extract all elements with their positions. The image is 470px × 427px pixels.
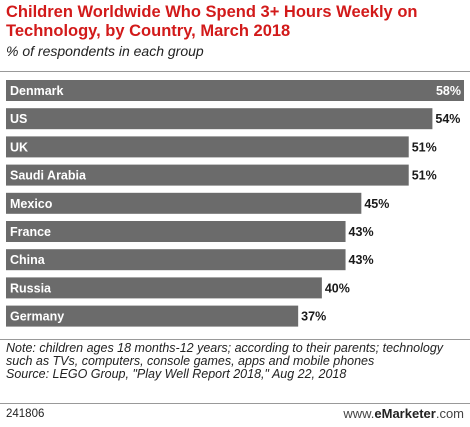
chart-subtitle: % of respondents in each group (6, 43, 204, 59)
note-text: Note: children ages 18 months-12 years; … (6, 341, 444, 368)
source-text: Source: LEGO Group, "Play Well Report 20… (6, 367, 347, 381)
value-label: 45% (364, 197, 389, 211)
value-label: 51% (412, 140, 437, 154)
bar-saudi-arabia (6, 164, 409, 186)
category-label: Saudi Arabia (10, 169, 87, 183)
category-label: Mexico (10, 197, 53, 211)
category-label: UK (10, 140, 28, 154)
note-divider (0, 339, 470, 340)
bar-chart: Denmark 58% US 54% UK 51% Saudi Arabia 51% Mexic… (6, 80, 464, 327)
bar-germany (6, 305, 299, 327)
brand-logo: www.eMarketer.com (343, 406, 464, 421)
bar-denmark (6, 80, 464, 101)
value-label: 58% (436, 84, 461, 98)
bar-russia (6, 277, 322, 299)
category-label: Germany (10, 310, 64, 324)
bar-mexico (6, 192, 362, 214)
value-label: 43% (349, 253, 374, 267)
category-label: France (10, 225, 51, 239)
category-label: Denmark (10, 84, 64, 98)
brand-suffix: .com (435, 406, 464, 421)
chart-id: 241806 (6, 408, 45, 420)
bar-china (6, 249, 346, 271)
value-label: 51% (412, 169, 437, 183)
chart-title: Children Worldwide Who Spend 3+ Hours We… (6, 3, 418, 40)
bar-us (6, 108, 433, 130)
bar-uk (6, 136, 409, 158)
value-label: 43% (349, 225, 374, 239)
value-label: 40% (325, 281, 350, 295)
value-label: 54% (435, 112, 460, 126)
brand-prefix: www. (343, 406, 375, 421)
chart-note: Note: children ages 18 months-12 years; … (6, 342, 466, 381)
value-label: 37% (301, 310, 326, 324)
category-label: China (10, 253, 46, 267)
brand-name: eMarketer (374, 406, 436, 421)
top-divider (0, 71, 470, 72)
category-label: US (10, 112, 27, 126)
bottom-divider (0, 403, 470, 404)
bar-france (6, 221, 346, 242)
category-label: Russia (10, 281, 52, 295)
